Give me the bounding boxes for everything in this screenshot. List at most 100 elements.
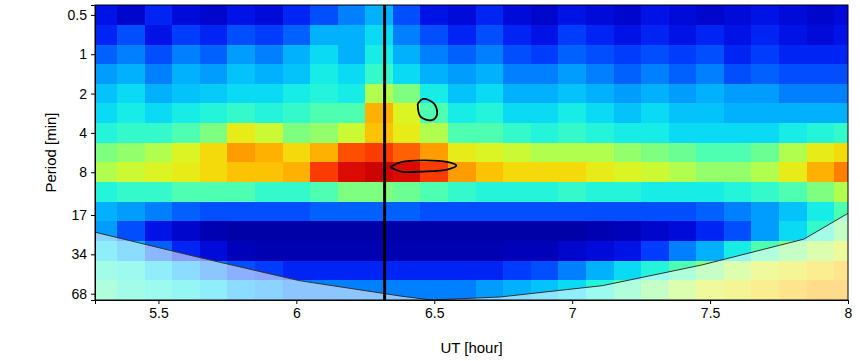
heatmap-cell	[420, 241, 448, 261]
heatmap-cell	[669, 162, 697, 182]
heatmap-cell	[283, 241, 311, 261]
x-axis-title: UT [hour]	[440, 339, 502, 356]
heatmap-cell	[779, 25, 807, 45]
heatmap-cell	[145, 64, 173, 84]
heatmap-cell	[696, 84, 724, 104]
heatmap-cell	[255, 103, 283, 123]
heatmap-cell	[117, 45, 145, 65]
heatmap-cell	[558, 25, 586, 45]
heatmap-cell	[338, 202, 366, 222]
y-tick: 17	[71, 207, 95, 223]
y-tick: 8	[79, 164, 95, 180]
heatmap-cell	[200, 45, 228, 65]
heatmap-cell	[531, 25, 559, 45]
y-tick: 2	[79, 86, 95, 102]
heatmap-cell	[393, 64, 421, 84]
heatmap-cell	[779, 162, 807, 182]
x-tick-label: 8	[845, 305, 853, 321]
heatmap-cell	[117, 123, 145, 143]
heatmap-cell	[365, 5, 393, 25]
y-tick-mark	[91, 254, 95, 255]
heatmap-cell	[310, 202, 338, 222]
heatmap-cell	[503, 241, 531, 261]
heatmap-cell	[365, 25, 393, 45]
y-tick-mark	[91, 215, 95, 216]
heatmap-cell	[614, 221, 642, 241]
y-tick-mark	[91, 94, 95, 95]
heatmap-cell	[95, 25, 118, 45]
heatmap-cell	[283, 182, 311, 202]
heatmap-cell	[724, 123, 752, 143]
heatmap-cell	[614, 241, 642, 261]
heatmap-cell	[200, 221, 228, 241]
heatmap-cell	[200, 123, 228, 143]
heatmap-cell	[283, 202, 311, 222]
heatmap-cell	[172, 103, 200, 123]
heatmap-cell	[227, 5, 255, 25]
heatmap-cell	[338, 261, 366, 281]
heatmap-cell	[669, 84, 697, 104]
heatmap-cell	[365, 162, 393, 182]
heatmap-cell	[503, 84, 531, 104]
heatmap-cell	[503, 64, 531, 84]
x-tick: 5.5	[149, 300, 169, 321]
heatmap-cell	[227, 84, 255, 104]
heatmap-cell	[255, 241, 283, 261]
heatmap-cell	[117, 25, 145, 45]
heatmap-cell	[420, 103, 448, 123]
heatmap-cell	[145, 45, 173, 65]
heatmap-cell	[420, 64, 448, 84]
heatmap-cell	[641, 25, 669, 45]
heatmap-cell	[696, 202, 724, 222]
heatmap-cell	[476, 241, 504, 261]
heatmap-cell	[172, 64, 200, 84]
heatmap-cell	[227, 162, 255, 182]
heatmap-cell	[310, 84, 338, 104]
heatmap-cell	[283, 123, 311, 143]
heatmap-cell	[558, 143, 586, 163]
heatmap-cell	[420, 162, 448, 182]
heatmap-cell	[669, 5, 697, 25]
heatmap-cell	[531, 103, 559, 123]
heatmap-cell	[255, 162, 283, 182]
heatmap-cell	[558, 5, 586, 25]
heatmap-cell	[283, 143, 311, 163]
heatmap-cell	[255, 123, 283, 143]
heatmap-cell	[503, 45, 531, 65]
x-tick-mark	[296, 300, 297, 304]
heatmap-cell	[751, 162, 779, 182]
heatmap-cell	[310, 64, 338, 84]
y-tick-label: 17	[71, 207, 87, 223]
heatmap-cell	[365, 221, 393, 241]
event-line	[383, 5, 386, 300]
heatmap-cell	[834, 123, 848, 143]
heatmap-cell	[476, 221, 504, 241]
heatmap-cell	[669, 241, 697, 261]
heatmap-cell	[310, 45, 338, 65]
heatmap-cell	[255, 182, 283, 202]
heatmap-cell	[172, 162, 200, 182]
heatmap-cell	[393, 103, 421, 123]
heatmap-cell	[145, 123, 173, 143]
heatmap-cell	[641, 202, 669, 222]
heatmap-cell	[779, 45, 807, 65]
heatmap-cell	[586, 241, 614, 261]
heatmap-cell	[393, 5, 421, 25]
heatmap-cell	[586, 143, 614, 163]
heatmap-cell	[641, 143, 669, 163]
heatmap-cell	[283, 45, 311, 65]
heatmap-cell	[669, 221, 697, 241]
heatmap-cell	[558, 221, 586, 241]
heatmap-cell	[365, 84, 393, 104]
heatmap-cell	[724, 143, 752, 163]
heatmap-cell	[200, 5, 228, 25]
heatmap-cell	[779, 143, 807, 163]
x-tick-mark	[434, 300, 435, 304]
heatmap-cell	[834, 45, 848, 65]
y-tick-label: 8	[79, 164, 87, 180]
heatmap-cell	[365, 143, 393, 163]
heatmap-cell	[255, 221, 283, 241]
y-axis-title: Period [min]	[42, 112, 59, 192]
heatmap-cell	[227, 241, 255, 261]
heatmap-cell	[531, 123, 559, 143]
